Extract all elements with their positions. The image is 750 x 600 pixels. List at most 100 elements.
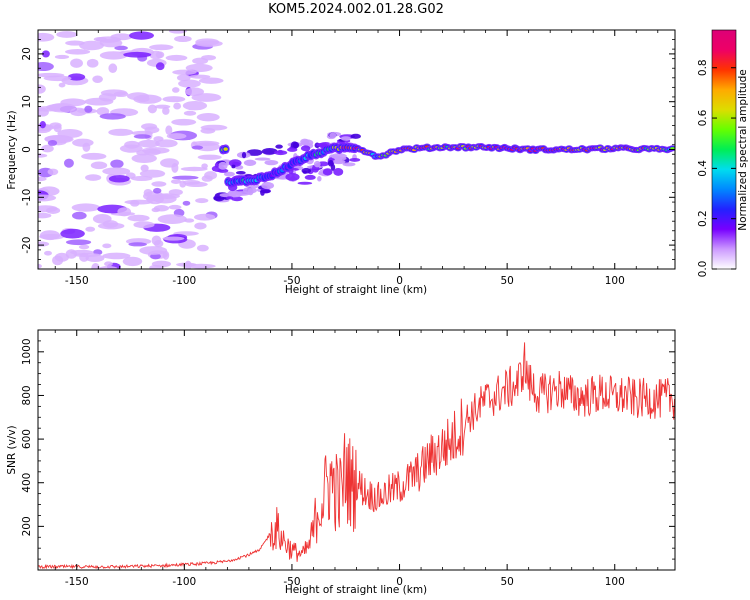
noise-blob [153,136,164,142]
spectrogram-y-tick-label: 0 [21,146,33,153]
snr-x-ticks: -150 -100 -50 0 50 100 [54,330,659,588]
noise-blob [52,255,64,266]
noise-blob [297,181,313,185]
snr-y-tick-label: 200 [21,516,33,536]
noise-blob [84,105,93,113]
colorbar [711,29,737,270]
noise-blob [218,161,228,170]
noise-blob [108,63,118,73]
noise-blob [63,158,74,168]
noise-blob [184,260,192,269]
noise-blob [65,239,92,246]
noise-blob [186,263,216,269]
snr-frame [37,329,676,571]
snr-y-tick-label: 800 [21,385,33,405]
noise-blob [54,54,70,59]
noise-blob [81,152,107,160]
spectrogram-x-tick-label: 100 [605,275,625,287]
noise-blob [91,263,100,269]
noise-blob [122,256,143,267]
noise-blob [97,222,125,230]
colorbar-tick-label: 0.0 [697,261,709,278]
noise-blob [38,72,65,78]
noise-blob [178,79,201,88]
noise-blob [162,236,185,241]
colorbar-tick-label: 0.4 [697,160,709,177]
noise-blob [41,144,54,153]
noise-blob [317,176,322,182]
noise-blob [231,164,236,169]
noise-blob [201,54,217,61]
noise-blob [149,44,174,51]
noise-blob [275,144,283,149]
noise-blob [162,96,186,103]
noise-blob [84,97,114,106]
spectrogram-y-tick-label: -10 [21,189,33,206]
noise-blob [96,107,110,116]
spectrogram-ylabel: Frequency (Hz) [6,110,18,189]
noise-blob [71,203,101,212]
noise-blob [304,174,316,180]
noise-blob [108,174,130,183]
noise-blob [231,196,243,202]
noise-blob [153,239,164,248]
noise-blob [85,254,105,262]
noise-blob [349,157,361,162]
noise-blob [127,214,150,222]
noise-blob [195,198,209,204]
noise-blob [241,151,247,159]
noise-blob [254,157,271,161]
noise-blob [124,199,154,205]
spectrogram-xlabel: Height of straight line (km) [285,284,427,296]
noise-blob [264,160,279,166]
noise-blob [151,181,167,187]
noise-blob [350,133,361,139]
noise-blob [226,196,234,200]
noise-blob [292,141,300,149]
noise-blob [196,113,220,122]
noise-blob [38,212,52,219]
snr-plot [38,342,675,570]
noise-blob [155,62,165,71]
ridge-core [223,147,228,151]
noise-blob [182,101,208,111]
snr-x-tick-label: 100 [605,576,625,588]
noise-blob [195,38,220,46]
noise-blob [131,153,157,164]
noise-blob [184,87,205,97]
noise-blob [60,228,85,239]
spectrogram-x-tick-label: -100 [172,275,196,287]
noise-blob [99,38,123,48]
noise-blob [123,51,152,58]
noise-blob [176,74,191,82]
colorbar-tick-label: 0.2 [697,210,709,227]
noise-blob [260,189,271,194]
noise-blob [124,140,140,149]
noise-blob [133,134,151,139]
noise-blob [114,45,128,51]
noise-blob [133,221,155,229]
noise-blob [214,162,219,168]
spectrogram-x-ticks: -150 -100 -50 0 50 100 [54,30,659,287]
snr-x-tick-label: -100 [172,576,196,588]
noise-blob [204,171,218,180]
noise-blob [128,242,147,247]
noise-blob [92,75,103,83]
noise-blob [58,82,66,88]
spectrogram-y-tick-label: 20 [21,47,33,60]
noise-blob [333,167,344,176]
noise-blob [157,214,187,224]
noise-blob [99,113,126,120]
snr-y-tick-label: 1000 [21,338,33,365]
noise-blob [171,175,199,180]
noise-blob [174,35,192,43]
noise-blob [165,125,173,136]
noise-blob [130,175,153,182]
noise-blob [85,174,102,181]
colorbar-label: Normalized spectral amplitude [737,69,749,230]
noise-blob [38,241,50,247]
noise-blob [166,133,187,140]
noise-blob [117,207,132,217]
noise-blob [183,110,197,116]
noise-blob [246,149,263,156]
